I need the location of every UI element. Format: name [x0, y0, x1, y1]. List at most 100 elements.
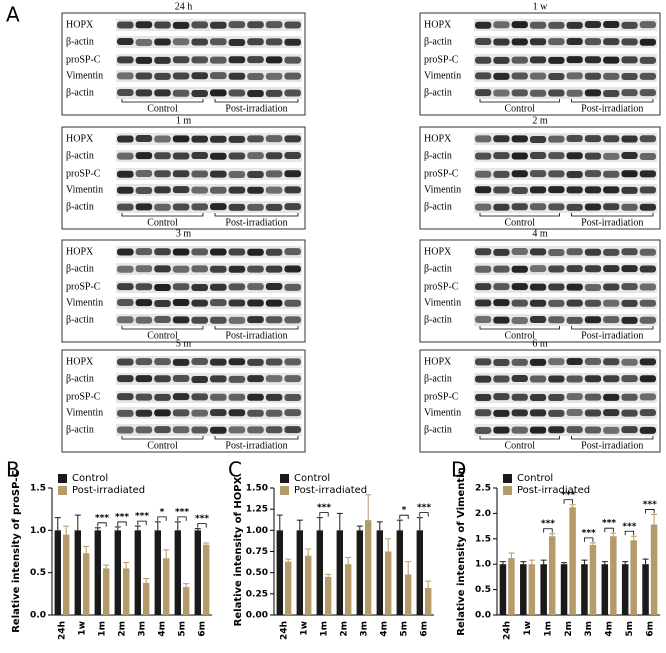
x-tick-label: 1w [300, 621, 310, 636]
blot-band [493, 38, 510, 46]
blot-band [154, 203, 171, 211]
blot-band [228, 248, 246, 256]
blot-row-label: β-actin [66, 150, 94, 161]
blot-band [584, 426, 602, 434]
blot-band [284, 375, 301, 383]
blot-band [493, 299, 510, 307]
blot-band [493, 56, 510, 64]
blot-band [603, 89, 620, 97]
blot-band [603, 186, 620, 194]
blot-band [265, 409, 283, 417]
blot-band [475, 203, 492, 211]
significance-bracket [319, 512, 329, 517]
blot-band [621, 393, 638, 401]
blot-band [529, 203, 547, 211]
blot-band [154, 426, 171, 434]
significance-bracket [563, 499, 573, 504]
blot-band [154, 152, 171, 160]
blot-band [475, 89, 492, 97]
group-label: Post-irradiation [581, 217, 643, 228]
bar [285, 561, 292, 615]
group-bracket [214, 436, 299, 440]
blot-row-label: HOPX [424, 356, 452, 367]
significance-label: *** [541, 519, 555, 529]
blot-band [135, 283, 153, 291]
blot-band [228, 89, 246, 97]
bar [305, 555, 312, 615]
blot-band [191, 186, 208, 194]
group-bracket [571, 99, 654, 103]
blot-row-label: β-actin [66, 373, 94, 384]
blot-band [493, 186, 510, 194]
blot-band [584, 316, 602, 324]
group-label: Control [147, 440, 178, 451]
blot-row-label: proSP-C [66, 168, 101, 179]
blot-band [172, 248, 190, 256]
blot-title: 4 m [532, 228, 548, 239]
blot-band [247, 375, 264, 383]
blot-band [135, 248, 153, 256]
x-tick-label: 2m [564, 621, 574, 637]
blot-band [265, 316, 283, 324]
blot-band [284, 152, 301, 160]
blot-band [135, 426, 153, 434]
blot-band [154, 375, 171, 383]
blot-band [135, 316, 153, 324]
blot-band [584, 21, 602, 29]
bar [83, 553, 90, 615]
blot-band [191, 375, 208, 383]
blot-band [284, 21, 301, 29]
bar [405, 574, 412, 615]
blot-band [603, 426, 620, 434]
blot-band [621, 152, 638, 160]
x-tick-label: 1m [543, 621, 553, 637]
blot-band [228, 409, 246, 417]
blot-band [135, 358, 153, 366]
blot-band [603, 265, 620, 273]
blot-row-label: HOPX [66, 246, 94, 257]
blot-band [603, 299, 620, 307]
blot-band [265, 358, 283, 366]
panel-label: D [451, 458, 466, 482]
blot-band [639, 89, 656, 97]
blot-band [284, 265, 301, 273]
blot-band [566, 375, 583, 383]
blot-band [529, 135, 547, 143]
bar [650, 524, 658, 615]
blot-band [135, 38, 153, 46]
blot-band [603, 248, 620, 256]
blot-band [135, 56, 153, 64]
blot-row-label: HOPX [424, 246, 452, 257]
blot-band [265, 21, 283, 29]
blot-band [135, 21, 153, 29]
blot-band [172, 426, 190, 434]
blot-band [493, 375, 510, 383]
significance-bracket [197, 523, 207, 528]
blot-band [584, 38, 602, 46]
blot-row-label: β-actin [424, 373, 452, 384]
blot-row-label: β-actin [424, 314, 452, 325]
blot-band [154, 393, 171, 401]
blot-band [265, 72, 283, 80]
blot-band [621, 283, 638, 291]
x-tick-label: 3m [360, 621, 370, 637]
bar [63, 534, 70, 615]
blot-band [621, 265, 638, 273]
blot-band [511, 56, 528, 64]
blot-band [511, 283, 528, 291]
blot-band [172, 409, 190, 417]
blot-band [284, 426, 301, 434]
group-label: Control [147, 217, 178, 228]
blot-band [228, 186, 246, 194]
panel-label: B [6, 458, 20, 482]
blot-band [511, 72, 528, 80]
blot-row-label: β-actin [424, 201, 452, 212]
blot-band [228, 72, 246, 80]
blot-band [548, 170, 565, 178]
bar [601, 564, 609, 615]
blot-band [639, 299, 656, 307]
blot-band [493, 426, 510, 434]
blot-band [228, 21, 246, 29]
blot-band [265, 56, 283, 64]
blot-band [475, 170, 492, 178]
